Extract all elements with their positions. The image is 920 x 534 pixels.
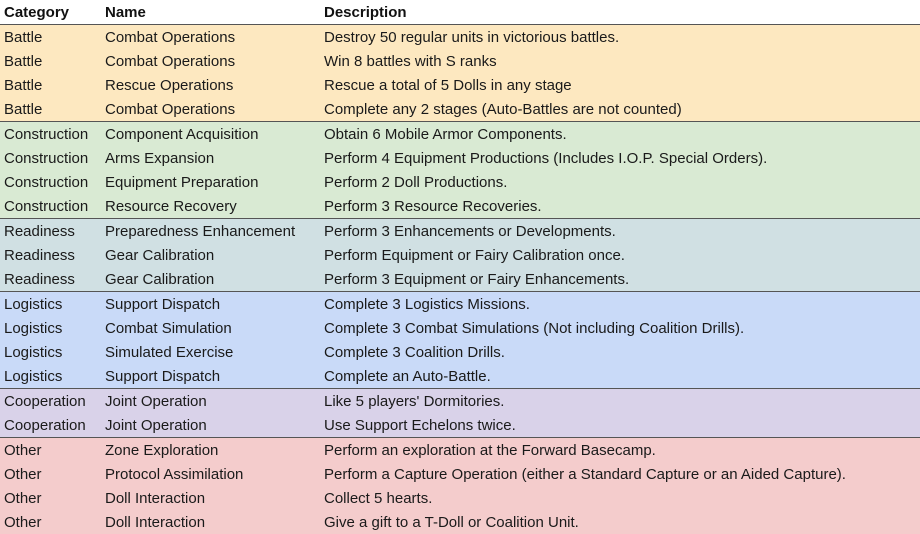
- cell-category: Battle: [0, 97, 101, 122]
- cell-name: Combat Operations: [101, 97, 320, 122]
- cell-name: Simulated Exercise: [101, 340, 320, 364]
- cell-category: Readiness: [0, 267, 101, 292]
- cell-name: Joint Operation: [101, 389, 320, 414]
- cell-name: Protocol Assimilation: [101, 462, 320, 486]
- cell-category: Other: [0, 438, 101, 463]
- cell-name: Combat Operations: [101, 25, 320, 50]
- cell-category: Construction: [0, 122, 101, 147]
- cell-description: Rescue a total of 5 Dolls in any stage: [320, 73, 920, 97]
- cell-category: Battle: [0, 73, 101, 97]
- cell-description: Use Support Echelons twice.: [320, 413, 920, 438]
- cell-category: Cooperation: [0, 389, 101, 414]
- cell-category: Logistics: [0, 364, 101, 389]
- cell-name: Arms Expansion: [101, 146, 320, 170]
- cell-name: Doll Interaction: [101, 486, 320, 510]
- cell-description: Complete an Auto-Battle.: [320, 364, 920, 389]
- cell-name: Resource Recovery: [101, 194, 320, 219]
- cell-category: Other: [0, 462, 101, 486]
- cell-description: Perform 2 Doll Productions.: [320, 170, 920, 194]
- cell-description: Complete 3 Coalition Drills.: [320, 340, 920, 364]
- cell-name: Component Acquisition: [101, 122, 320, 147]
- cell-name: Gear Calibration: [101, 243, 320, 267]
- cell-name: Equipment Preparation: [101, 170, 320, 194]
- header-category: Category: [0, 0, 101, 25]
- cell-category: Construction: [0, 170, 101, 194]
- cell-category: Logistics: [0, 292, 101, 317]
- cell-name: Zone Exploration: [101, 438, 320, 463]
- cell-description: Destroy 50 regular units in victorious b…: [320, 25, 920, 50]
- cell-description: Perform 3 Equipment or Fairy Enhancement…: [320, 267, 920, 292]
- cell-name: Combat Simulation: [101, 316, 320, 340]
- cell-name: Support Dispatch: [101, 364, 320, 389]
- table-header: Category Name Description: [0, 0, 920, 25]
- cell-category: Construction: [0, 194, 101, 219]
- cell-description: Perform 3 Resource Recoveries.: [320, 194, 920, 219]
- cell-category: Logistics: [0, 316, 101, 340]
- header-name: Name: [101, 0, 320, 25]
- cell-description: Perform an exploration at the Forward Ba…: [320, 438, 920, 463]
- cell-category: Other: [0, 486, 101, 510]
- cell-description: Perform a Capture Operation (either a St…: [320, 462, 920, 486]
- cell-description: Give a gift to a T-Doll or Coalition Uni…: [320, 510, 920, 534]
- cell-category: Construction: [0, 146, 101, 170]
- cell-category: Battle: [0, 25, 101, 50]
- cell-category: Other: [0, 510, 101, 534]
- cell-description: Complete 3 Logistics Missions.: [320, 292, 920, 317]
- cell-description: Obtain 6 Mobile Armor Components.: [320, 122, 920, 147]
- cell-description: Perform 3 Enhancements or Developments.: [320, 219, 920, 244]
- cell-description: Collect 5 hearts.: [320, 486, 920, 510]
- cell-name: Preparedness Enhancement: [101, 219, 320, 244]
- cell-description: Win 8 battles with S ranks: [320, 49, 920, 73]
- cell-category: Logistics: [0, 340, 101, 364]
- cell-name: Rescue Operations: [101, 73, 320, 97]
- cell-description: Complete 3 Combat Simulations (Not inclu…: [320, 316, 920, 340]
- cell-category: Readiness: [0, 219, 101, 244]
- cell-name: Doll Interaction: [101, 510, 320, 534]
- cell-category: Readiness: [0, 243, 101, 267]
- cell-description: Perform 4 Equipment Productions (Include…: [320, 146, 920, 170]
- cell-description: Perform Equipment or Fairy Calibration o…: [320, 243, 920, 267]
- cell-description: Complete any 2 stages (Auto-Battles are …: [320, 97, 920, 122]
- cell-description: Like 5 players' Dormitories.: [320, 389, 920, 414]
- cell-category: Cooperation: [0, 413, 101, 438]
- cell-name: Combat Operations: [101, 49, 320, 73]
- cell-name: Gear Calibration: [101, 267, 320, 292]
- header-row: Category Name Description: [0, 0, 920, 25]
- cell-name: Support Dispatch: [101, 292, 320, 317]
- header-description: Description: [320, 0, 920, 25]
- cell-category: Battle: [0, 49, 101, 73]
- cell-name: Joint Operation: [101, 413, 320, 438]
